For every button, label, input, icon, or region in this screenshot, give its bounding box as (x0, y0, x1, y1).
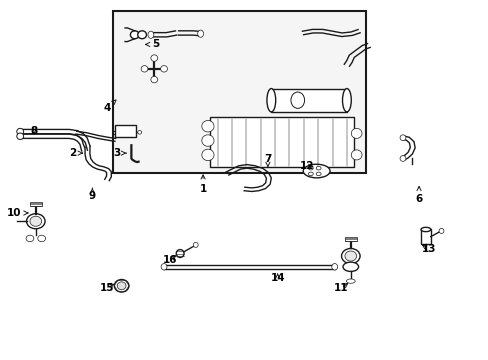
Ellipse shape (26, 235, 34, 242)
Ellipse shape (331, 264, 337, 270)
Bar (30, 202, 41, 206)
Ellipse shape (17, 133, 23, 139)
Ellipse shape (420, 227, 430, 231)
Text: 16: 16 (163, 255, 177, 265)
Ellipse shape (342, 89, 350, 112)
Text: 9: 9 (89, 188, 96, 201)
Ellipse shape (341, 248, 359, 264)
Ellipse shape (342, 262, 358, 271)
Ellipse shape (148, 31, 154, 39)
Text: 6: 6 (415, 186, 422, 204)
Circle shape (308, 166, 313, 170)
Ellipse shape (17, 129, 23, 135)
Ellipse shape (350, 150, 361, 160)
Bar (344, 237, 356, 241)
Text: 13: 13 (421, 244, 435, 254)
Text: 14: 14 (270, 273, 285, 283)
Ellipse shape (303, 164, 329, 178)
Bar (210, 117, 353, 167)
Ellipse shape (344, 251, 356, 261)
Ellipse shape (202, 135, 214, 146)
Text: 12: 12 (299, 161, 313, 171)
Ellipse shape (160, 66, 167, 72)
Ellipse shape (197, 30, 203, 37)
Ellipse shape (176, 249, 183, 257)
Text: 2: 2 (69, 148, 82, 158)
Ellipse shape (161, 264, 166, 270)
Ellipse shape (26, 214, 45, 229)
Text: 8: 8 (30, 126, 38, 135)
Text: 5: 5 (145, 40, 159, 49)
Ellipse shape (151, 55, 158, 61)
Bar (115, 126, 136, 137)
Ellipse shape (114, 279, 129, 292)
Ellipse shape (117, 282, 126, 290)
Ellipse shape (138, 31, 146, 39)
Ellipse shape (130, 31, 139, 39)
Text: 11: 11 (333, 283, 347, 293)
Text: 3: 3 (113, 148, 126, 158)
Ellipse shape (438, 228, 443, 233)
Bar (420, 229, 430, 244)
Ellipse shape (141, 66, 148, 72)
Ellipse shape (193, 242, 198, 247)
Text: 7: 7 (264, 154, 271, 167)
Ellipse shape (30, 216, 41, 226)
Text: 15: 15 (100, 283, 114, 293)
Text: 4: 4 (103, 100, 116, 113)
Circle shape (316, 166, 321, 170)
Ellipse shape (38, 235, 45, 242)
Ellipse shape (202, 121, 214, 132)
Bar (113, 12, 366, 173)
Ellipse shape (151, 76, 158, 83)
Ellipse shape (399, 156, 405, 161)
Circle shape (316, 172, 321, 176)
Circle shape (308, 172, 313, 176)
Ellipse shape (350, 129, 361, 138)
Bar (271, 89, 346, 112)
Ellipse shape (399, 135, 405, 140)
Ellipse shape (346, 279, 354, 283)
Ellipse shape (202, 149, 214, 161)
Ellipse shape (138, 131, 142, 134)
Ellipse shape (290, 92, 304, 108)
Ellipse shape (266, 89, 275, 112)
Text: 1: 1 (199, 175, 206, 194)
Text: 10: 10 (7, 208, 28, 218)
